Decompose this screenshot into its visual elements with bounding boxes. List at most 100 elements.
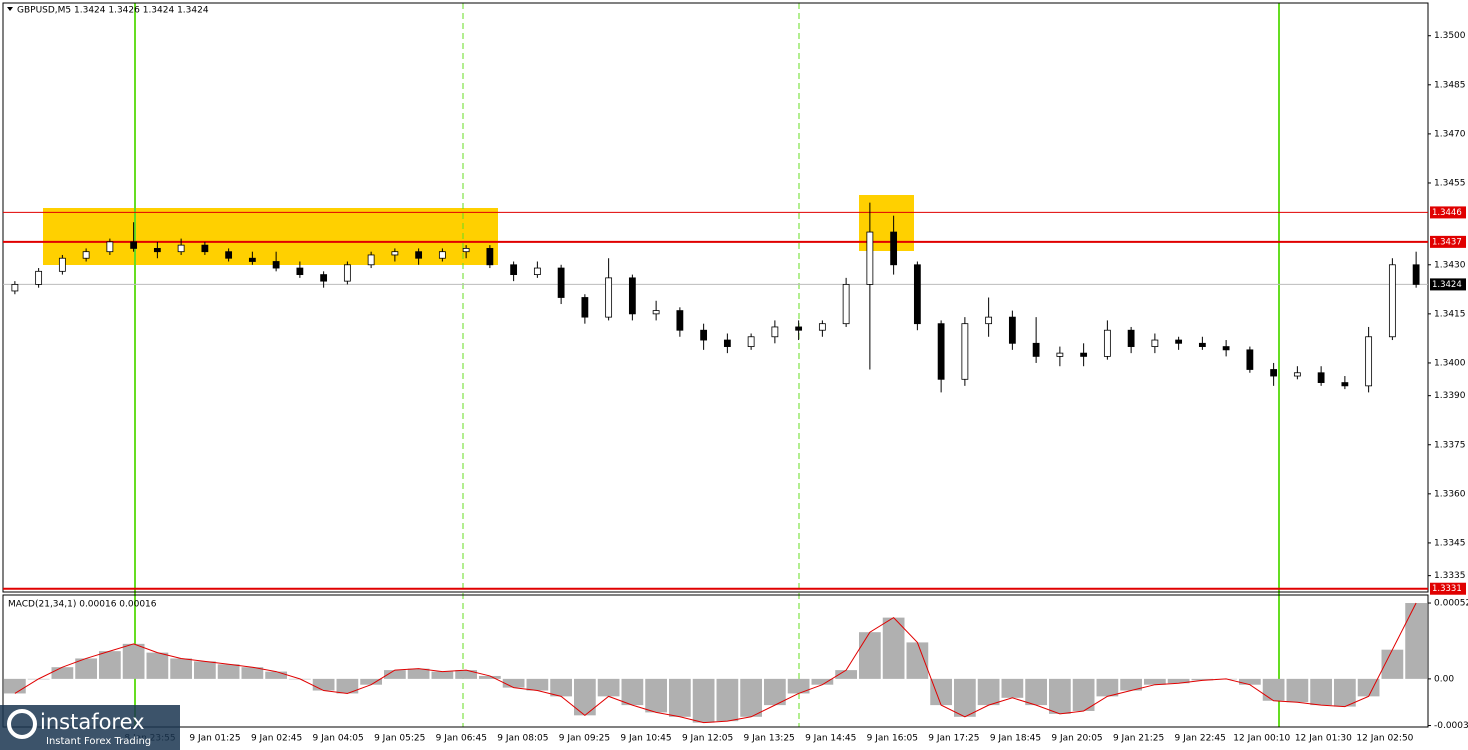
macd-bar xyxy=(75,658,97,679)
highlight-zone xyxy=(43,208,498,265)
y-tick-label: 1.3470 xyxy=(1434,129,1466,139)
macd-bar xyxy=(930,678,952,706)
macd-bar xyxy=(217,664,240,679)
x-tick-label: 12 Jan 01:30 xyxy=(1295,734,1352,744)
macd-bar xyxy=(740,678,762,717)
macd-bar xyxy=(1025,678,1047,706)
logo-icon xyxy=(7,709,37,739)
x-tick-label: 9 Jan 02:45 xyxy=(251,734,302,744)
macd-bar xyxy=(241,667,264,679)
candle-body xyxy=(1008,316,1016,344)
candle-body xyxy=(130,241,138,249)
candle-body xyxy=(676,310,684,331)
macd-bar xyxy=(716,678,739,722)
current-price-label: 1.3424 xyxy=(1432,280,1462,290)
macd-bar xyxy=(265,671,287,679)
level-label-box xyxy=(1430,235,1466,248)
menu-icon[interactable] xyxy=(7,7,13,11)
candle-body xyxy=(628,277,636,315)
macd-bar xyxy=(1357,678,1380,697)
macd-bar xyxy=(455,670,477,679)
candle-body xyxy=(1246,349,1254,370)
macd-bar xyxy=(811,678,834,685)
macd-bar xyxy=(1096,678,1119,697)
level-label-box xyxy=(1430,206,1466,219)
candle-body xyxy=(1127,329,1135,347)
macd-frame xyxy=(2,594,1429,728)
candle-body xyxy=(35,270,43,285)
macd-bar xyxy=(574,678,596,716)
x-tick-label: 9 Jan 20:05 xyxy=(1051,734,1102,744)
x-tick-label: 9 Jan 05:25 xyxy=(374,734,425,744)
candle-body xyxy=(248,257,256,262)
candle-body xyxy=(367,254,375,266)
candle-body xyxy=(106,241,114,253)
macd-bar xyxy=(882,617,905,679)
candle-body xyxy=(723,339,731,347)
candle-body xyxy=(58,257,66,272)
candle-body xyxy=(1056,352,1064,357)
x-tick-label: 9 Jan 08:05 xyxy=(497,734,548,744)
candle-body xyxy=(486,248,494,266)
macd-bar xyxy=(407,668,430,679)
y-tick-label: 1.3485 xyxy=(1434,80,1466,90)
candle-body xyxy=(581,297,589,318)
candle-body xyxy=(1198,342,1206,347)
macd-bar xyxy=(1049,678,1071,714)
macd-bar xyxy=(502,678,525,688)
candle-body xyxy=(225,251,233,259)
macd-bar xyxy=(122,643,145,679)
x-tick-label: 9 Jan 12:05 xyxy=(682,734,733,744)
macd-bar xyxy=(360,678,382,685)
candle-body xyxy=(795,326,803,331)
current-price-box xyxy=(1430,278,1466,291)
macd-title: MACD(21,34,1) 0.00016 0.00016 xyxy=(8,600,157,610)
candle-body xyxy=(700,329,708,341)
candle-body xyxy=(1151,339,1159,347)
x-tick-label: 9 Jan 06:45 xyxy=(436,734,487,744)
candle-body xyxy=(1388,264,1396,338)
macd-bar xyxy=(99,651,121,679)
macd-bar xyxy=(431,671,454,679)
candle-body xyxy=(296,267,304,275)
y-tick-label: 1.3430 xyxy=(1434,260,1466,270)
macd-bar xyxy=(146,652,169,679)
macd-bar xyxy=(764,678,786,706)
macd-bar xyxy=(1381,649,1404,679)
macd-bar xyxy=(906,642,929,679)
y-tick-label: 0.00 xyxy=(1434,674,1454,684)
chart-title: GBPUSD,M5 1.3424 1.3426 1.3424 1.3424 xyxy=(17,6,209,16)
macd-bar xyxy=(692,678,715,723)
level-label: 1.3446 xyxy=(1432,208,1462,218)
y-tick-label: 0.00052 xyxy=(1434,599,1468,609)
candle-body xyxy=(391,251,399,256)
y-tick-label: 1.3400 xyxy=(1434,358,1466,368)
logo-text: instaforex xyxy=(40,710,145,734)
macd-bar xyxy=(787,678,810,694)
candle-body xyxy=(462,248,470,253)
x-tick-label: 9 Jan 04:05 xyxy=(313,734,364,744)
y-tick-label: 1.3500 xyxy=(1434,31,1466,41)
candle-body xyxy=(1270,369,1278,377)
candle-body xyxy=(343,264,351,282)
candle-body xyxy=(1341,382,1349,387)
macd-bar xyxy=(479,675,501,679)
macd-bar xyxy=(835,670,857,679)
macd-bar xyxy=(1262,678,1285,701)
signal-line xyxy=(14,602,1417,724)
logo-tagline: Instant Forex Trading xyxy=(46,736,151,747)
y-tick-label: 1.3375 xyxy=(1434,440,1466,450)
macd-bar xyxy=(954,678,976,717)
level-label: 1.3331 xyxy=(1432,584,1462,594)
candle-body xyxy=(1080,352,1088,357)
macd-bar xyxy=(51,667,74,679)
x-tick-label: 9 Jan 10:45 xyxy=(620,734,671,744)
candle-body xyxy=(1412,264,1420,285)
candle-body xyxy=(818,323,826,331)
x-tick-label: 9 Jan 09:25 xyxy=(559,734,610,744)
x-tick-label: 12 Jan 00:10 xyxy=(1233,734,1290,744)
candle-body xyxy=(533,267,541,275)
macd-bar xyxy=(312,678,335,691)
macd-bar xyxy=(977,678,1000,706)
